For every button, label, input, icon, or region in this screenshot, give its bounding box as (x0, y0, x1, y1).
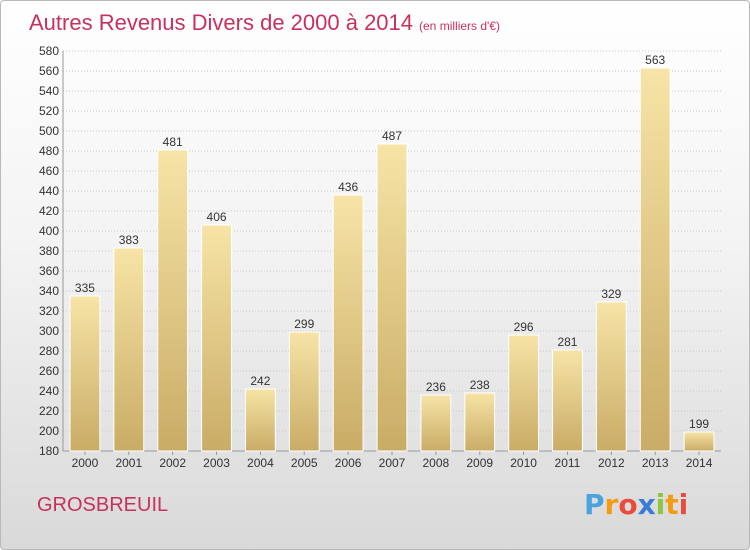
y-tick-label: 340 (39, 284, 59, 298)
x-tick-label: 2013 (642, 456, 669, 470)
y-tick-label: 220 (39, 404, 59, 418)
logo-letter: i (655, 488, 666, 521)
y-tick-label: 500 (39, 124, 59, 138)
bar-value-label: 296 (514, 320, 534, 334)
bar-value-label: 383 (119, 233, 139, 247)
x-tick-label: 2005 (291, 456, 318, 470)
logo-letter: P (584, 488, 605, 521)
x-tick-label: 2014 (686, 456, 713, 470)
y-tick-label: 360 (39, 264, 59, 278)
x-tick-label: 2008 (423, 456, 450, 470)
logo-letter: t (665, 488, 679, 521)
logo-letter: x (637, 488, 656, 521)
x-tick-label: 2012 (598, 456, 625, 470)
y-tick-label: 580 (39, 44, 59, 58)
y-tick-label: 300 (39, 324, 59, 338)
bar (464, 392, 496, 452)
y-tick-label: 560 (39, 64, 59, 78)
y-tick-label: 520 (39, 104, 59, 118)
y-tick-label: 480 (39, 144, 59, 158)
y-tick-label: 380 (39, 244, 59, 258)
y-tick-label: 200 (39, 424, 59, 438)
bar-value-label: 299 (294, 317, 314, 331)
bar-value-label: 329 (601, 287, 621, 301)
x-tick-label: 2010 (510, 456, 537, 470)
x-tick-label: 2003 (203, 456, 230, 470)
y-tick-label: 440 (39, 184, 59, 198)
x-tick-label: 2006 (335, 456, 362, 470)
place-name: GROSBREUIL (37, 494, 169, 516)
bar (639, 67, 671, 452)
y-tick-label: 240 (39, 384, 59, 398)
logo-letter: i (678, 488, 689, 521)
bar (332, 194, 364, 452)
bar-value-label: 563 (645, 53, 665, 67)
chart-title: Autres Revenus Divers de 2000 à 2014 (en … (29, 10, 500, 36)
y-tick-label: 260 (39, 364, 59, 378)
bar-value-label: 242 (250, 374, 270, 388)
bar-value-label: 236 (426, 380, 446, 394)
y-tick-label: 400 (39, 224, 59, 238)
y-tick-label: 420 (39, 204, 59, 218)
x-tick-label: 2009 (466, 456, 493, 470)
bar-value-label: 281 (557, 335, 577, 349)
chart-subtitle: (en milliers d'€) (419, 19, 500, 33)
bar-value-label: 406 (207, 210, 227, 224)
chart-title-text: Autres Revenus Divers de 2000 à 2014 (29, 10, 414, 35)
y-tick-label: 180 (39, 444, 59, 458)
y-tick-label: 320 (39, 304, 59, 318)
bar-value-label: 487 (382, 129, 402, 143)
bar (376, 143, 408, 452)
y-tick-label: 460 (39, 164, 59, 178)
bar (157, 149, 189, 452)
y-tick-label: 280 (39, 344, 59, 358)
bar (683, 431, 715, 452)
bar-value-label: 481 (163, 135, 183, 149)
bar (552, 349, 583, 452)
bar (288, 331, 320, 452)
logo-letter: r (604, 488, 619, 521)
x-tick-label: 2007 (379, 456, 406, 470)
x-tick-label: 2011 (555, 456, 581, 470)
x-tick-label: 2002 (159, 456, 186, 470)
logo-letter: o (618, 488, 638, 521)
bar (508, 334, 540, 452)
bar-value-label: 335 (75, 281, 95, 295)
labels: 180 200 220 240 260 280 300 320 340 360 380 400 420 4… (39, 44, 713, 470)
proxiti-logo: Proxiti (584, 488, 688, 521)
y-tick-label: 540 (39, 84, 59, 98)
x-tick-label: 2004 (247, 456, 274, 470)
bar (595, 301, 627, 452)
x-tick-label: 2000 (72, 456, 99, 470)
bar-value-label: 436 (338, 180, 358, 194)
bar-value-label: 199 (689, 417, 709, 431)
bar (113, 247, 145, 452)
x-tick-label: 2001 (115, 456, 142, 470)
bars (69, 67, 715, 452)
bar (69, 295, 101, 452)
bar (201, 224, 232, 452)
bar-value-label: 238 (470, 378, 490, 392)
bar (244, 388, 276, 452)
bar (420, 394, 452, 452)
